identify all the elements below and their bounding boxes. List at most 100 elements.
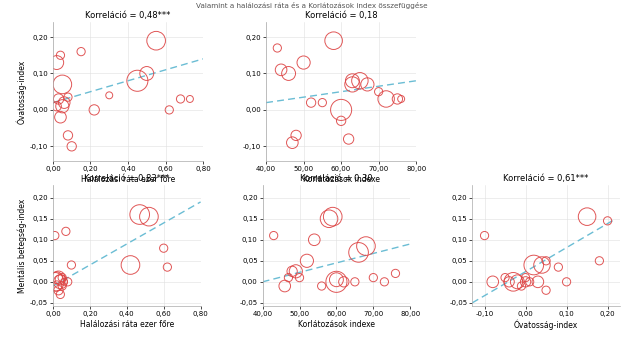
Point xyxy=(287,140,297,145)
Title: Korreláció = 0,30: Korreláció = 0,30 xyxy=(300,174,373,183)
Point xyxy=(291,268,301,274)
Point xyxy=(336,107,346,113)
Point xyxy=(521,279,531,285)
Point xyxy=(135,212,145,217)
Point xyxy=(104,93,114,98)
Point xyxy=(269,233,278,238)
X-axis label: Korlátozások indexe: Korlátozások indexe xyxy=(303,174,379,183)
Point xyxy=(500,275,510,280)
Point xyxy=(61,229,71,234)
Point xyxy=(287,268,297,274)
Point xyxy=(55,115,65,120)
Point xyxy=(331,277,341,282)
Point xyxy=(521,275,531,280)
Point xyxy=(280,283,290,289)
Point xyxy=(55,277,65,282)
Point xyxy=(144,214,154,219)
Title: Korreláció = 0,48***: Korreláció = 0,48*** xyxy=(85,11,171,20)
Point xyxy=(272,45,282,51)
Point xyxy=(76,49,86,54)
Point xyxy=(533,279,543,285)
Point xyxy=(355,78,365,83)
Point xyxy=(142,71,152,76)
Point xyxy=(50,279,60,285)
Point xyxy=(163,264,173,270)
X-axis label: Halálozási ráta ezer főre: Halálozási ráta ezer főre xyxy=(80,320,174,329)
Point xyxy=(291,133,301,138)
Point xyxy=(561,279,571,285)
Point xyxy=(52,60,62,65)
Point xyxy=(316,283,326,289)
Point xyxy=(52,103,62,109)
Point xyxy=(348,78,358,83)
Point xyxy=(363,82,373,87)
Point xyxy=(89,107,99,113)
Point xyxy=(52,283,62,289)
Point xyxy=(331,279,341,285)
Point xyxy=(52,275,62,280)
Point xyxy=(348,82,358,87)
Point xyxy=(508,279,518,285)
Point xyxy=(159,245,169,251)
Point xyxy=(525,279,535,285)
Point xyxy=(516,283,526,289)
Point xyxy=(67,144,77,149)
Point xyxy=(339,279,349,285)
Point xyxy=(480,233,490,238)
Point xyxy=(164,107,174,113)
Title: Korreláció = 0,18: Korreláció = 0,18 xyxy=(305,11,378,20)
Point xyxy=(302,258,312,264)
Point xyxy=(392,96,402,102)
Y-axis label: Mentális betegség-index: Mentális betegség-index xyxy=(17,199,27,293)
Point xyxy=(391,271,401,276)
Point xyxy=(553,264,563,270)
Point xyxy=(55,53,65,58)
Y-axis label: Óvatosság-index: Óvatosság-index xyxy=(17,60,27,124)
Point xyxy=(381,96,391,102)
Point xyxy=(57,283,67,289)
Point xyxy=(57,82,67,87)
Point xyxy=(541,258,551,264)
Point xyxy=(54,288,64,293)
Point xyxy=(488,279,498,285)
Point xyxy=(582,214,592,219)
Point xyxy=(283,71,293,76)
Point xyxy=(379,279,389,285)
Point xyxy=(55,292,65,297)
X-axis label: Korlátozások indexe: Korlátozások indexe xyxy=(298,320,375,329)
Point xyxy=(54,275,64,280)
Point xyxy=(324,216,334,221)
Point xyxy=(176,96,186,102)
Point xyxy=(55,279,65,285)
Point xyxy=(133,78,143,83)
Point xyxy=(57,103,67,109)
Point xyxy=(537,262,547,268)
Point xyxy=(276,67,286,73)
Point xyxy=(512,279,522,285)
Point xyxy=(283,275,293,280)
Point xyxy=(374,89,384,94)
Point xyxy=(59,100,69,106)
Point xyxy=(368,275,378,280)
Point xyxy=(151,38,161,44)
Point xyxy=(354,249,364,255)
Point xyxy=(309,237,319,243)
Point xyxy=(361,243,371,249)
Point xyxy=(50,233,60,238)
Point xyxy=(298,60,308,65)
Point xyxy=(602,218,612,224)
Point xyxy=(336,118,346,124)
Point xyxy=(57,275,67,280)
Point xyxy=(185,96,195,102)
Point xyxy=(541,288,551,293)
Point xyxy=(125,262,135,268)
X-axis label: Halálozási ráta ezer főre: Halálozási ráta ezer főre xyxy=(81,174,175,183)
Point xyxy=(306,100,316,106)
Point xyxy=(328,214,338,219)
Point xyxy=(67,262,77,268)
Point xyxy=(329,38,339,44)
Title: Korreláció = 0,83***: Korreláció = 0,83*** xyxy=(84,174,169,183)
Point xyxy=(59,279,69,285)
Point xyxy=(344,136,354,142)
Point xyxy=(63,94,73,100)
